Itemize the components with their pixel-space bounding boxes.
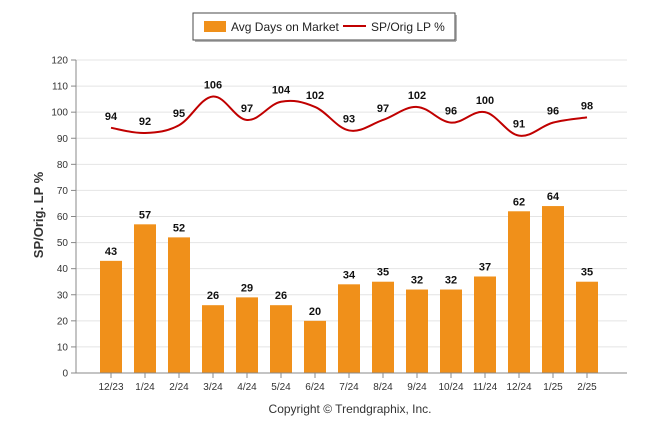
line-data-label: 97 xyxy=(377,103,389,115)
bar xyxy=(542,206,564,373)
bar xyxy=(270,305,292,373)
bar-data-labels: 43 57 52 26 29 26 20 34 35 32 32 37 62 64 35 xyxy=(105,191,593,318)
y-axis: 0 10 20 30 40 50 60 70 80 90 100 110 120 xyxy=(51,56,77,380)
line-data-label: 92 xyxy=(139,116,151,128)
bar-data-label: 26 xyxy=(275,290,287,302)
line-data-label: 104 xyxy=(272,85,291,97)
bar xyxy=(304,320,326,373)
y-tick-label: 30 xyxy=(57,290,69,301)
bar xyxy=(100,260,122,373)
legend-swatch-bar xyxy=(204,21,226,32)
y-tick-label: 100 xyxy=(51,108,68,119)
y-tick-label: 0 xyxy=(62,369,68,380)
x-tick-label: 6/24 xyxy=(305,382,325,393)
bar-data-label: 37 xyxy=(479,261,491,273)
y-tick-label: 10 xyxy=(57,342,69,353)
line-series xyxy=(110,95,588,137)
bar-data-label: 43 xyxy=(105,246,117,258)
bar xyxy=(508,211,530,373)
y-tick-label: 90 xyxy=(57,134,69,145)
legend-label-line: SP/Orig LP % xyxy=(371,20,445,34)
y-tick-label: 60 xyxy=(57,212,69,223)
line-data-label: 98 xyxy=(581,100,593,112)
x-tick-label: 10/24 xyxy=(438,382,463,393)
x-tick-label: 2/25 xyxy=(577,382,597,393)
bar-data-label: 62 xyxy=(513,196,525,208)
line-data-label: 91 xyxy=(513,119,525,131)
bar-data-label: 57 xyxy=(139,209,151,221)
y-tick-label: 70 xyxy=(57,186,69,197)
bar-data-label: 35 xyxy=(377,267,389,279)
y-tick-label: 110 xyxy=(52,82,68,93)
line-data-label: 102 xyxy=(408,90,426,102)
bar-data-label: 32 xyxy=(445,275,457,287)
y-axis-label: SP/Orig. LP % xyxy=(31,171,46,258)
bar xyxy=(202,305,224,373)
x-tick-label: 3/24 xyxy=(203,382,223,393)
x-axis: 12/23 1/24 2/24 3/24 4/24 5/24 6/24 7/24 8/24 9/2… xyxy=(76,372,627,393)
x-tick-label: 9/24 xyxy=(407,382,427,393)
x-tick-label: 12/24 xyxy=(506,382,531,393)
x-tick-label: 1/25 xyxy=(543,382,563,393)
bar xyxy=(440,289,462,373)
line-data-label: 102 xyxy=(306,90,324,102)
bar xyxy=(168,237,190,373)
series-line xyxy=(110,95,588,137)
y-tick-label: 120 xyxy=(51,56,68,67)
bar xyxy=(406,289,428,373)
line-data-label: 96 xyxy=(445,106,457,118)
x-tick-label: 12/23 xyxy=(98,382,123,393)
bar xyxy=(236,297,258,373)
bar-data-label: 32 xyxy=(411,275,423,287)
x-tick-label: 11/24 xyxy=(473,382,498,393)
bar xyxy=(338,284,360,373)
line-data-label: 96 xyxy=(547,106,559,118)
bar-data-label: 35 xyxy=(581,267,593,279)
bar xyxy=(576,281,598,373)
x-tick-label: 5/24 xyxy=(271,382,291,393)
line-data-label: 94 xyxy=(105,111,118,123)
bar xyxy=(134,224,156,373)
bar-data-label: 29 xyxy=(241,282,253,294)
legend-box xyxy=(192,12,456,41)
line-data-label: 106 xyxy=(204,80,222,92)
bar-data-label: 34 xyxy=(343,269,356,281)
y-tick-label: 50 xyxy=(57,238,69,249)
legend-label-bar: Avg Days on Market xyxy=(231,20,339,34)
bar-data-label: 20 xyxy=(309,306,321,318)
line-data-label: 97 xyxy=(241,103,253,115)
bar xyxy=(474,276,496,373)
x-tick-label: 8/24 xyxy=(373,382,393,393)
bar-series xyxy=(100,206,598,373)
legend: Avg Days on Market SP/Orig LP % xyxy=(192,12,457,42)
bar xyxy=(372,281,394,373)
x-tick-label: 2/24 xyxy=(169,382,189,393)
x-tick-label: 4/24 xyxy=(237,382,257,393)
y-tick-label: 20 xyxy=(57,316,69,327)
x-tick-label: 1/24 xyxy=(135,382,155,393)
bar-data-label: 52 xyxy=(173,222,185,234)
x-tick-label: 7/24 xyxy=(339,382,359,393)
copyright-text: Copyright © Trendgraphix, Inc. xyxy=(269,402,432,416)
line-data-label: 95 xyxy=(173,108,185,120)
gridlines xyxy=(76,59,627,374)
y-tick-label: 80 xyxy=(57,160,69,171)
line-data-label: 100 xyxy=(476,95,494,107)
line-data-labels: 94 92 95 106 97 104 102 93 97 102 96 100 91 96 98 xyxy=(105,80,593,131)
y-tick-label: 40 xyxy=(57,264,69,275)
bar-data-label: 26 xyxy=(207,290,219,302)
line-data-label: 93 xyxy=(343,113,355,125)
bar-data-label: 64 xyxy=(547,191,560,203)
